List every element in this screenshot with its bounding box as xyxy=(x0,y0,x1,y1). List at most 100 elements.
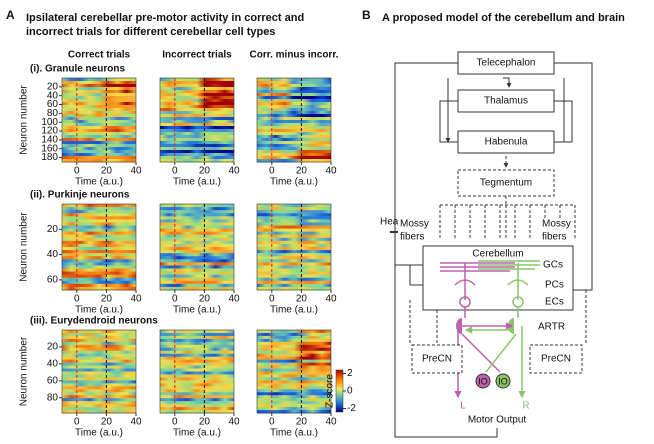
heatmap-row xyxy=(160,383,234,387)
y-tick-label: 20 xyxy=(47,81,59,92)
loop-line xyxy=(573,205,593,291)
heatmap-row xyxy=(62,365,136,370)
heatmap-row xyxy=(62,344,136,349)
heatmap-row xyxy=(160,99,234,103)
heatmap-row xyxy=(257,262,331,266)
node-label: Mossy xyxy=(400,219,429,230)
heatmap-row xyxy=(62,102,136,106)
heatmap-row xyxy=(62,401,136,405)
loop-line xyxy=(394,250,410,266)
heatmap-row xyxy=(160,204,234,208)
artr-left xyxy=(456,318,462,334)
x-axis-label: Time (a.u.) xyxy=(75,177,123,188)
heatmap-row xyxy=(160,374,234,378)
heatmap-row xyxy=(160,135,234,139)
heatmap-row xyxy=(62,283,136,288)
heatmap-row xyxy=(160,259,234,263)
node-box xyxy=(457,89,555,113)
heatmap-row xyxy=(257,347,331,352)
heatmap-row xyxy=(257,407,331,411)
node-label: Telecephalon xyxy=(477,58,536,69)
x-axis-label: Time (a.u.) xyxy=(75,428,123,439)
heatmap-frame xyxy=(61,329,137,414)
colorbar-tick-label: -2 xyxy=(347,403,356,414)
heatmap-row xyxy=(257,380,331,384)
heatmap-row xyxy=(257,353,331,358)
node-box xyxy=(422,245,574,311)
x-tick-label: 20 xyxy=(101,417,113,428)
heatmap-row xyxy=(62,356,136,361)
heatmap-row xyxy=(257,277,331,282)
heatmap-row xyxy=(62,353,136,358)
heatmap-row xyxy=(62,210,136,214)
x-tick-label: 0 xyxy=(74,166,80,177)
heatmap-row xyxy=(257,111,331,115)
x-tick-label: 40 xyxy=(228,166,240,177)
heatmap-row xyxy=(62,362,136,367)
heatmap-row xyxy=(62,204,136,208)
heatmap-row xyxy=(160,243,234,248)
heatmap-row xyxy=(160,210,234,214)
heatmap-row xyxy=(62,259,136,263)
heatmap-row xyxy=(62,231,136,236)
node-label: ARTR xyxy=(538,322,565,333)
heatmap-row xyxy=(160,350,234,355)
io-node xyxy=(475,373,491,389)
x-tick-label: 0 xyxy=(74,294,80,305)
heatmap-row xyxy=(62,392,136,396)
loop-line xyxy=(409,265,423,286)
heatmap-row xyxy=(257,362,331,367)
colorbar-label: Z-score xyxy=(325,374,336,408)
heatmap-row xyxy=(257,102,331,106)
heatmap-row xyxy=(160,335,234,340)
diagram: Heat Telecephalon Thalamus Habenula Tegm… xyxy=(380,51,593,438)
heatmap-row xyxy=(62,286,136,291)
heatmap-row xyxy=(62,335,136,340)
x-tick-label: 40 xyxy=(130,166,142,177)
heatmap-row xyxy=(257,147,331,151)
loop-line xyxy=(439,100,458,143)
x-axis-label: Time (a.u.) xyxy=(270,177,318,188)
y-tick-label: 20 xyxy=(47,224,59,235)
node-label: Heat xyxy=(380,217,401,228)
heatmap-row xyxy=(257,286,331,291)
heatmap-row xyxy=(62,350,136,355)
heatmap-row xyxy=(160,274,234,279)
heatmap-row xyxy=(160,132,234,136)
heatmap-row xyxy=(62,225,136,230)
heatmap-row xyxy=(257,335,331,340)
heatmap-row xyxy=(160,247,234,251)
node-label: IO xyxy=(478,376,488,386)
node-label: PreCN xyxy=(422,354,452,365)
heatmap-row xyxy=(257,213,331,217)
heatmap-row xyxy=(257,344,331,349)
heatmap-row xyxy=(62,256,136,260)
y-tick-label: 40 xyxy=(47,90,59,101)
heatmap-row xyxy=(62,93,136,97)
heatmap-row xyxy=(62,228,136,233)
heatmap-row xyxy=(62,144,136,148)
heatmap-row xyxy=(160,256,234,260)
node-box xyxy=(457,130,555,154)
heatmap-row xyxy=(160,268,234,273)
heatmap-row xyxy=(62,129,136,133)
heatmap-row xyxy=(160,344,234,349)
heatmap-row xyxy=(257,268,331,273)
loop-line xyxy=(554,100,573,143)
row-label: (ii). Purkinje neurons xyxy=(30,190,130,201)
heatmap-row xyxy=(160,362,234,367)
heatmap-row xyxy=(62,262,136,266)
left-circuit xyxy=(440,262,515,318)
heatmap-row xyxy=(160,231,234,236)
y-tick-label: 80 xyxy=(47,108,59,119)
heatmap-row xyxy=(62,371,136,375)
row-label: (iii). Eurydendroid neurons xyxy=(30,316,158,327)
colorbar-tick-label: 0 xyxy=(347,386,353,397)
heatmap-row xyxy=(62,330,136,334)
loop-line xyxy=(554,62,593,205)
heatmap-row xyxy=(62,123,136,127)
heatmap-row xyxy=(160,150,234,154)
heatmap-row xyxy=(257,271,331,276)
heatmap-row xyxy=(160,240,234,245)
io-line xyxy=(461,333,501,373)
